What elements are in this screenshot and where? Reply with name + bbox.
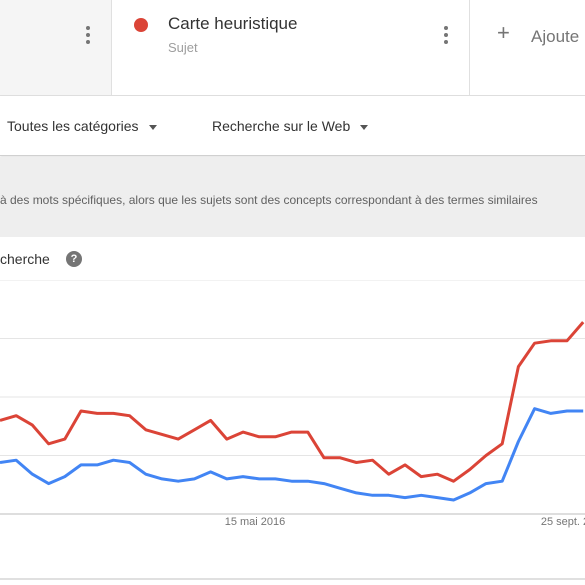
- term-title: Carte heuristique: [168, 14, 298, 33]
- series-line-carte-heuristique[interactable]: [0, 321, 585, 483]
- add-comparison-button[interactable]: + Ajoute: [471, 0, 585, 95]
- trend-chart: 15 mai 2016 25 sept. 2: [0, 280, 585, 528]
- series-line-comparison[interactable]: [0, 407, 584, 502]
- filter-bar: Toutes les catégories Recherche sur le W…: [0, 96, 585, 156]
- previous-term-card[interactable]: [0, 0, 112, 95]
- term-type: Sujet: [168, 40, 198, 55]
- add-comparison-label: Ajoute: [531, 27, 580, 46]
- info-banner: à des mots spécifiques, alors que les su…: [0, 157, 585, 237]
- chart-title: cherche: [0, 251, 50, 267]
- search-type-value: Recherche sur le Web: [212, 118, 351, 134]
- term-card[interactable]: Carte heuristique Sujet: [112, 0, 470, 95]
- interest-over-time-card: cherche ?: [0, 237, 585, 585]
- caret-down-icon: [148, 124, 157, 130]
- info-banner-text: à des mots spécifiques, alors que les su…: [0, 193, 538, 207]
- plus-icon: +: [497, 20, 510, 45]
- more-vert-icon[interactable]: [436, 23, 456, 47]
- compare-terms-bar: Carte heuristique Sujet + Ajoute: [0, 0, 585, 96]
- term-color-dot: [134, 18, 148, 32]
- search-type-dropdown[interactable]: Recherche sur le Web: [212, 118, 369, 134]
- x-tick-label: 15 mai 2016: [225, 516, 286, 528]
- category-dropdown[interactable]: Toutes les catégories: [7, 118, 157, 134]
- x-tick-label: 25 sept. 2: [541, 516, 585, 528]
- card-bottom-border: [0, 578, 585, 580]
- caret-down-icon: [360, 124, 369, 130]
- more-vert-icon[interactable]: [78, 23, 98, 47]
- category-value: Toutes les catégories: [7, 118, 139, 134]
- help-icon[interactable]: ?: [66, 251, 82, 267]
